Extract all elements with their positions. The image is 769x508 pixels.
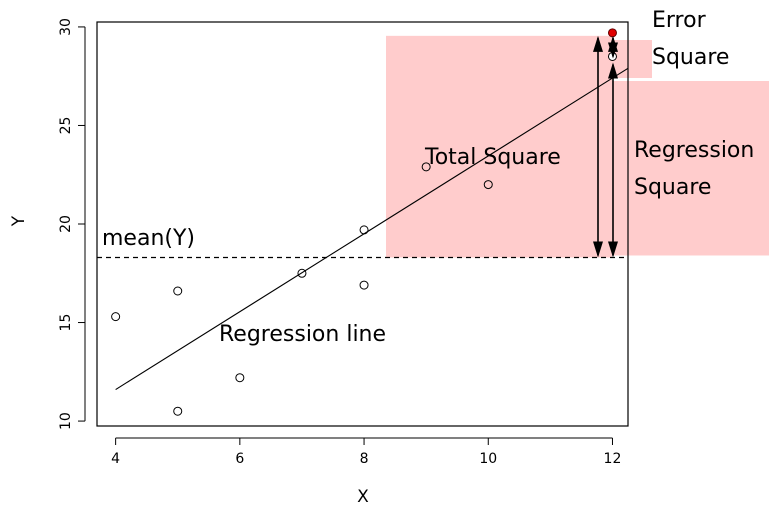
plot-frame: [96, 21, 629, 427]
plot-frame-layer: [96, 21, 629, 427]
data-point: [359, 280, 369, 290]
data-point: [173, 406, 183, 416]
error-square-label-line2: Square: [652, 45, 729, 70]
regression-square-label-line1: Regression: [634, 138, 754, 163]
data-point: [235, 373, 245, 383]
highlight-point: [607, 28, 617, 38]
data-point: [111, 312, 121, 322]
regression-arrow-head-bottom: [608, 241, 618, 258]
data-point: [483, 180, 493, 190]
data-point: [359, 225, 369, 235]
error-square: [612, 40, 652, 78]
total-arrow-head-top: [593, 35, 603, 52]
total-square: [386, 35, 612, 258]
y-tick-label: 10: [58, 412, 74, 430]
regression-square: [612, 81, 769, 256]
squares-layer: [386, 35, 769, 258]
x-tick-label: 10: [479, 451, 497, 467]
error-square-label-line1: Error: [652, 8, 707, 33]
regression-arrow: [608, 62, 618, 258]
regression-line-layer: [115, 67, 629, 391]
mean-y-label: mean(Y): [102, 226, 195, 251]
error-arrow: [608, 35, 618, 59]
y-axis-title: Y: [9, 215, 29, 227]
regression-arrow-head-top: [608, 62, 618, 79]
x-tick-label: 4: [111, 451, 120, 467]
total-square-label: Total Square: [424, 145, 561, 170]
y-tick-label: 15: [58, 314, 74, 332]
regression-square-label-line2: Square: [634, 175, 711, 200]
data-point: [297, 268, 307, 278]
y-axis: 10 15 20 25 30: [58, 18, 86, 430]
total-arrow-head-bottom: [593, 241, 603, 258]
x-tick-label: 8: [360, 451, 369, 467]
y-tick-label: 20: [58, 215, 74, 233]
x-axis: 4 6 8 10 12: [111, 437, 622, 467]
data-point: [421, 162, 431, 172]
data-point: [173, 286, 183, 296]
y-tick-label: 30: [58, 18, 74, 36]
x-tick-label: 12: [604, 451, 622, 467]
y-tick-label: 25: [58, 117, 74, 135]
x-axis-title: X: [357, 487, 369, 507]
regression-line-label: Regression line: [219, 322, 386, 347]
x-tick-label: 6: [235, 451, 244, 467]
error-arrow-head-bottom: [608, 42, 618, 59]
total-arrow: [593, 35, 603, 258]
regression-line: [115, 67, 629, 391]
arrows-layer: [593, 35, 618, 258]
